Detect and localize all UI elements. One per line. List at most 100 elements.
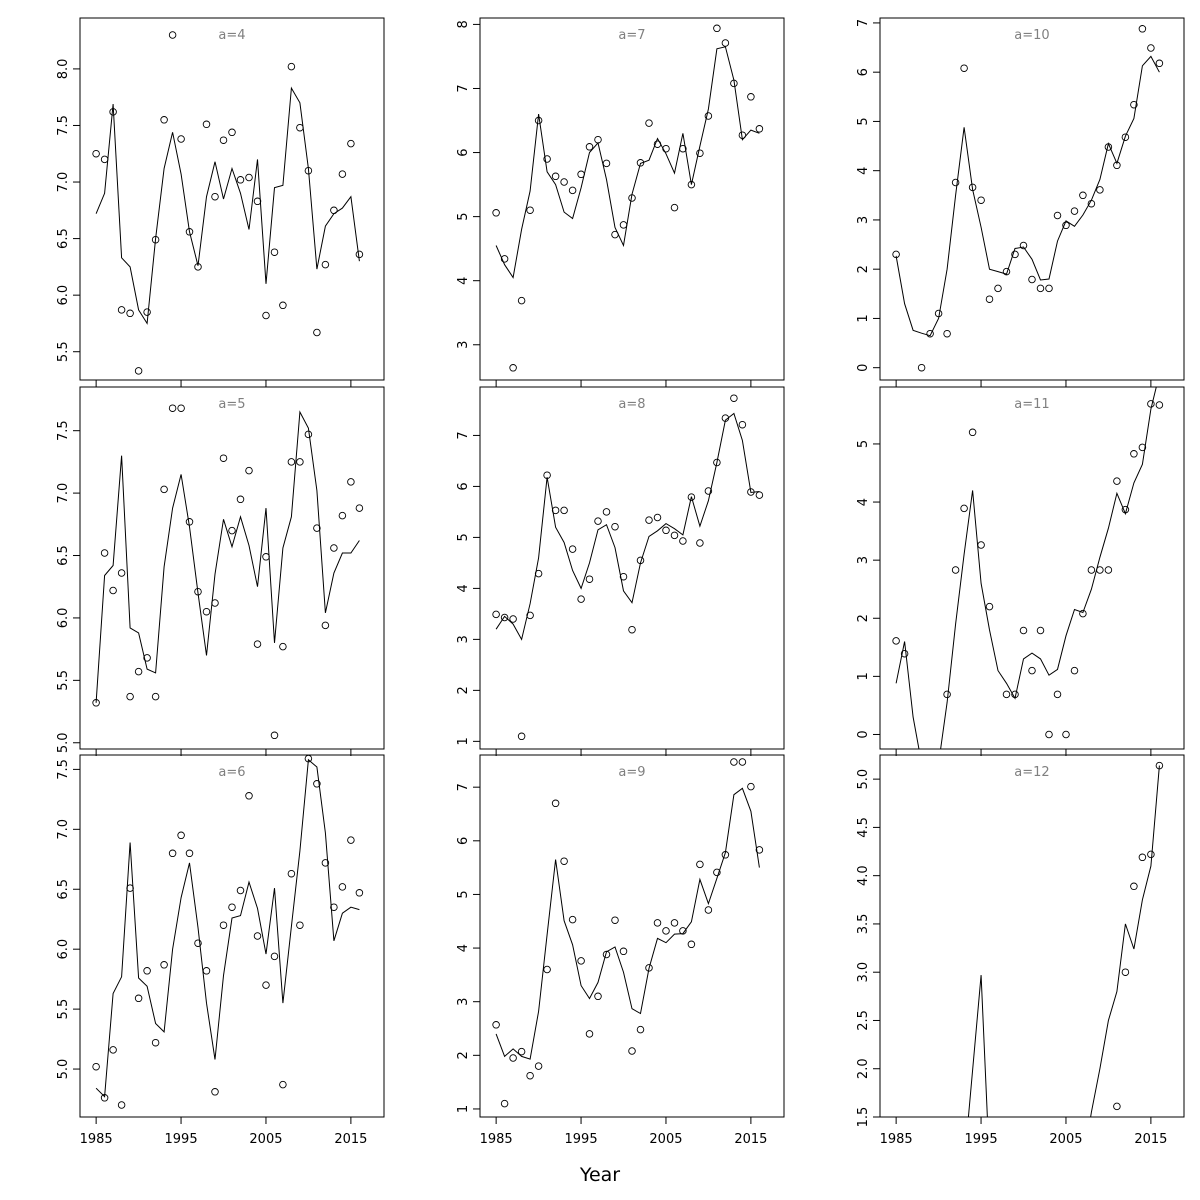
- y-tick-label: 4: [456, 584, 471, 592]
- y-tick-label: 1: [856, 314, 871, 322]
- data-point: [985, 602, 994, 611]
- data-point: [492, 209, 500, 217]
- data-point: [492, 1021, 500, 1029]
- data-point: [517, 1047, 526, 1056]
- data-point: [645, 516, 653, 524]
- data-point: [100, 549, 109, 557]
- x-tick-label: 2015: [734, 1132, 767, 1147]
- data-point: [313, 524, 321, 532]
- data-point: [628, 625, 636, 634]
- data-point: [270, 248, 279, 256]
- data-point: [1062, 730, 1070, 739]
- data-point: [151, 692, 160, 701]
- data-point: [713, 868, 721, 877]
- data-point: [670, 203, 679, 212]
- y-tick-label: 3: [856, 216, 871, 224]
- y-tick-label: 7: [456, 84, 471, 92]
- data-point: [492, 610, 500, 619]
- fitted-line: [895, 55, 1160, 337]
- data-point: [134, 994, 143, 1003]
- data-point: [696, 539, 704, 547]
- data-point: [1121, 505, 1130, 514]
- data-point: [219, 136, 228, 144]
- y-tick-label: 8.0: [56, 59, 71, 80]
- x-tick-label: 2005: [649, 1132, 682, 1147]
- x-tick-label: 2005: [249, 1132, 282, 1147]
- data-point: [347, 836, 355, 844]
- x-tick-label: 2005: [1049, 1132, 1082, 1147]
- data-point: [202, 967, 211, 975]
- y-tick-label: 1: [456, 737, 471, 745]
- data-point: [1070, 666, 1079, 675]
- data-point: [704, 906, 713, 914]
- data-point: [747, 488, 755, 496]
- data-point: [662, 927, 670, 935]
- data-point: [1147, 44, 1155, 52]
- data-point: [262, 981, 270, 989]
- plot-frame: [79, 754, 385, 1118]
- y-tick-label: 1: [856, 672, 871, 680]
- x-axis-title: Year: [579, 1164, 620, 1186]
- y-tick-label: 5: [856, 440, 871, 448]
- y-tick-label: 8: [456, 20, 471, 28]
- y-tick-label: 3: [456, 998, 471, 1006]
- data-point: [194, 587, 202, 596]
- data-point: [747, 93, 755, 101]
- y-tick-label: 2.0: [856, 1058, 871, 1079]
- data-point: [526, 1071, 534, 1080]
- data-point: [611, 522, 619, 531]
- data-point: [704, 112, 713, 120]
- data-point: [1045, 730, 1053, 739]
- data-point: [500, 613, 509, 622]
- y-tick-label: 2: [856, 265, 871, 273]
- data-point: [1147, 400, 1155, 408]
- data-point: [151, 235, 160, 244]
- y-tick-label: 3: [456, 635, 471, 643]
- data-point: [730, 79, 738, 88]
- panel-a-11: a=11 0 1 2 3 4 5: [856, 386, 1185, 756]
- panel-title: a=5: [218, 397, 245, 412]
- data-point: [687, 493, 696, 501]
- data-point: [287, 458, 296, 466]
- x-tick-label: 1995: [565, 1132, 598, 1147]
- panel-a-8: a=8 1 2 3 4 5 6 7: [456, 386, 785, 756]
- data-point: [126, 692, 134, 701]
- y-tick-label: 4: [856, 498, 871, 506]
- data-point: [185, 228, 194, 236]
- data-point: [168, 31, 177, 39]
- data-point: [636, 556, 645, 565]
- panel-title: a=8: [618, 397, 645, 412]
- data-point: [236, 495, 245, 504]
- y-tick-label: 6.5: [56, 545, 71, 566]
- data-point: [594, 517, 602, 525]
- data-point: [994, 284, 1002, 293]
- data-point: [696, 860, 704, 869]
- data-point: [117, 306, 126, 314]
- y-tick-label: 2: [856, 614, 871, 622]
- data-point: [653, 140, 662, 148]
- data-point: [330, 903, 338, 911]
- fitted-line: [95, 86, 360, 325]
- data-point: [92, 1062, 100, 1071]
- data-point: [568, 545, 577, 553]
- data-point: [313, 328, 321, 337]
- data-point: [202, 120, 211, 129]
- data-point: [1087, 566, 1096, 574]
- data-point: [270, 952, 279, 961]
- data-point: [560, 857, 568, 865]
- data-point: [628, 194, 636, 202]
- data-point: [100, 1094, 109, 1102]
- data-point: [679, 927, 687, 935]
- y-tick-label: 6.5: [56, 879, 71, 900]
- fitted-line: [95, 410, 360, 703]
- data-point: [653, 513, 662, 522]
- data-point: [1096, 186, 1104, 194]
- data-point: [92, 149, 100, 158]
- data-point: [177, 831, 185, 840]
- data-point: [721, 851, 730, 859]
- data-point: [509, 1054, 517, 1062]
- data-point: [228, 128, 236, 137]
- data-point: [338, 511, 347, 520]
- data-point: [755, 125, 764, 133]
- y-tick-label: 1.5: [856, 1107, 871, 1128]
